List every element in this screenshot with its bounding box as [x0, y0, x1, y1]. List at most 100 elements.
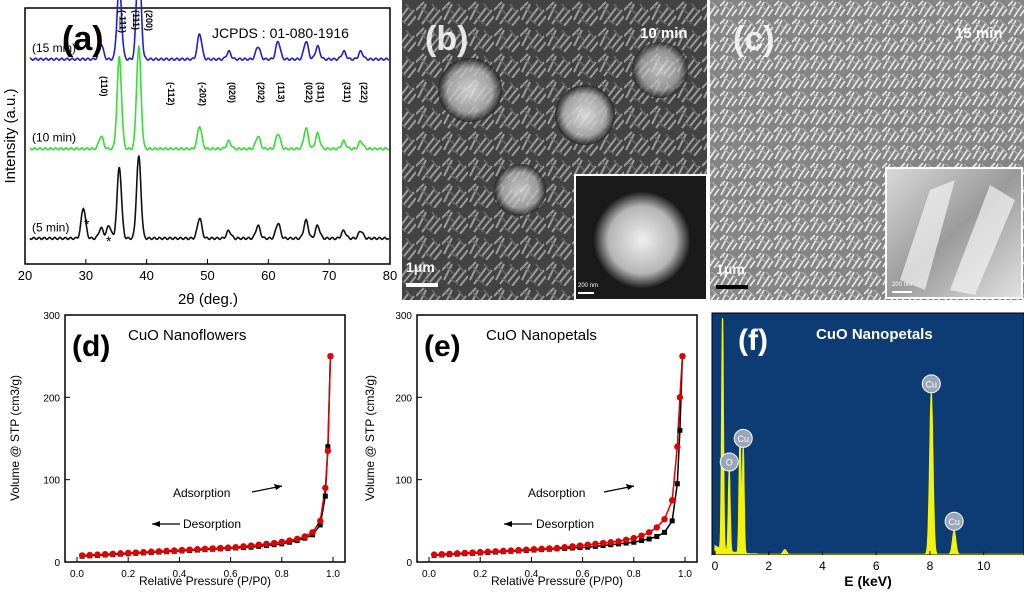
sem-b-time: 10 min — [640, 25, 688, 42]
bet-point-1-1-6 — [125, 549, 132, 557]
bet-point-1-1-21 — [240, 543, 247, 550]
eds-xtick-label-4: 8 — [927, 559, 934, 573]
bet-point-2-1-26 — [630, 534, 637, 542]
bet-point-2-1-29 — [653, 524, 661, 531]
bet-point-2-1-34 — [679, 352, 686, 360]
bet-point-2-1-9 — [500, 547, 507, 555]
eds-peak-label-0: O — [726, 458, 733, 468]
eds-xtick-label-5: 10 — [977, 559, 991, 573]
xrd-peak-label-12: (222) — [359, 82, 369, 103]
xrd-trace-2 — [29, 155, 390, 241]
bet-xtick-label-1-0: 0.0 — [70, 569, 84, 580]
xrd-xtick-label-0: 20 — [18, 268, 32, 283]
bet-point-2-1-13 — [530, 546, 538, 553]
xrd-trace-1 — [29, 45, 390, 151]
bet-point-2-1-2 — [446, 550, 453, 557]
bet-point-2-1-11 — [515, 546, 522, 554]
eds-peak-label-3: Cu — [948, 517, 960, 527]
bet-point-1-1-31 — [317, 517, 324, 525]
xrd-peak-label-6: (020) — [227, 82, 237, 103]
bet-point-1-1-16 — [201, 545, 209, 553]
bet-point-2-0-26 — [631, 539, 637, 545]
xrd-peak-label-7: (202) — [256, 82, 266, 103]
bet-point-2-0-27 — [638, 538, 644, 544]
bet-point-2-1-21 — [592, 540, 599, 548]
bet-xtick-label-1-3: 0.6 — [224, 569, 238, 580]
bet-ytick-label-1-0: 0 — [54, 558, 60, 569]
bet-point-2-1-8 — [492, 548, 499, 555]
panel-c-sem: (c) 15 min 1μm 200 nm — [710, 0, 1024, 300]
xrd-star-2: * — [106, 233, 112, 249]
eds-peak-marker-1 — [733, 428, 753, 448]
xrd-peak-label-1: (-111) — [117, 10, 127, 33]
bet-d-ylabel: Volume @ STP (cm3/g) — [8, 375, 22, 501]
bet-ytick-label-1-2: 200 — [43, 393, 60, 404]
bet-point-2-1-18 — [569, 543, 576, 550]
bet-point-2-1-14 — [538, 545, 545, 553]
xrd-peak-label-2: (111) — [131, 10, 141, 30]
bet-point-1-1-29 — [301, 533, 309, 540]
bet-point-2-0-33 — [677, 427, 683, 433]
eds-title: CuO Nanopetals — [816, 326, 933, 343]
bet-e-desorption-label: Desorption — [536, 517, 594, 531]
bet-point-1-1-3 — [101, 550, 109, 558]
xrd-peak-label-0: (110) — [99, 76, 109, 97]
xrd-star-1: * — [84, 216, 90, 232]
sem-c-inset-scale-text: 200 nm — [892, 282, 912, 288]
bet-point-2-1-31 — [669, 497, 676, 504]
bet-point-2-1-24 — [615, 538, 622, 545]
eds-xtick-label-1: 2 — [765, 559, 772, 573]
bet-point-2-0-32 — [674, 481, 680, 487]
bet-xtick-label-1-4: 0.8 — [275, 569, 289, 580]
panel-f-eds: O Cu Cu Cu 0 2 4 6 8 10 (f) CuO Nanopetals E (ke… — [711, 312, 1024, 595]
bet-point-1-0-32 — [322, 493, 328, 499]
xrd-xtick-label-1: 30 — [79, 268, 93, 283]
panel-d-label: (d) — [72, 330, 110, 363]
eds-peak-marker-2 — [921, 374, 941, 394]
bet-xtick-label-1-5: 1.0 — [326, 569, 340, 580]
bet-ytick-label-2-3: 300 — [395, 311, 412, 322]
sem-b-scale-bar — [406, 283, 438, 287]
bet-point-2-1-3 — [453, 550, 461, 557]
bet-point-2-1-22 — [599, 539, 607, 547]
sem-c-time: 15 min — [955, 25, 1003, 42]
bet-point-1-0-33 — [325, 444, 331, 450]
bet-point-2-1-27 — [638, 532, 645, 539]
bet-point-1-1-30 — [309, 529, 316, 536]
bet-point-2-1-4 — [461, 549, 469, 557]
bet-point-1-1-17 — [209, 545, 216, 552]
bet-point-1-1-19 — [224, 544, 232, 551]
bet-xtick-label-2-0: 0.0 — [422, 569, 436, 580]
bet-point-2-0-28 — [646, 536, 652, 542]
bet-point-1-1-4 — [109, 550, 117, 557]
bet-point-1-1-33 — [324, 447, 332, 455]
bet-point-1-1-27 — [286, 537, 293, 544]
bet-point-1-1-25 — [270, 539, 278, 547]
bet-point-1-1-28 — [293, 535, 301, 543]
sem-c-scale-text: 1μm — [716, 261, 745, 277]
bet-point-2-1-12 — [523, 546, 530, 553]
xrd-ylabel: Intensity (a.u.) — [2, 88, 19, 183]
xrd-peak-label-3: (200) — [144, 10, 154, 31]
xrd-peak-label-10: (311) — [316, 82, 326, 103]
panel-e-bet: 0 100 200 300 0.0 0.2 0.4 0.6 0.8 1.0 (e) CuO Nan… — [363, 311, 698, 588]
xrd-series-label-0: (15 min) — [32, 41, 76, 55]
bet-point-1-1-10 — [155, 548, 163, 555]
bet-point-2-1-16 — [553, 544, 561, 552]
bet-ytick-label-1-3: 300 — [43, 311, 60, 322]
bet-point-2-1-15 — [546, 545, 553, 552]
bet-ytick-label-2-1: 100 — [395, 476, 412, 487]
eds-peak-label-2: Cu — [926, 379, 938, 389]
bet-point-2-1-0 — [430, 551, 438, 558]
xrd-title: JCPDS : 01-080-1916 — [212, 25, 349, 41]
bet-point-2-1-17 — [561, 543, 568, 551]
panel-d-bet: 0 100 200 300 0.0 0.2 0.4 0.6 0.8 1.0 (d) CuO Nan… — [8, 311, 346, 588]
bet-d-plot-frame — [64, 314, 346, 563]
bet-point-1-1-23 — [255, 541, 262, 548]
bet-xtick-label-2-1: 0.2 — [473, 569, 487, 580]
xrd-xtick-label-4: 60 — [261, 268, 275, 283]
bet-point-1-1-0 — [78, 552, 86, 559]
bet-xtick-label-1-2: 0.4 — [172, 569, 186, 580]
bet-xtick-label-2-3: 0.6 — [576, 569, 590, 580]
bet-point-1-1-2 — [94, 551, 101, 558]
